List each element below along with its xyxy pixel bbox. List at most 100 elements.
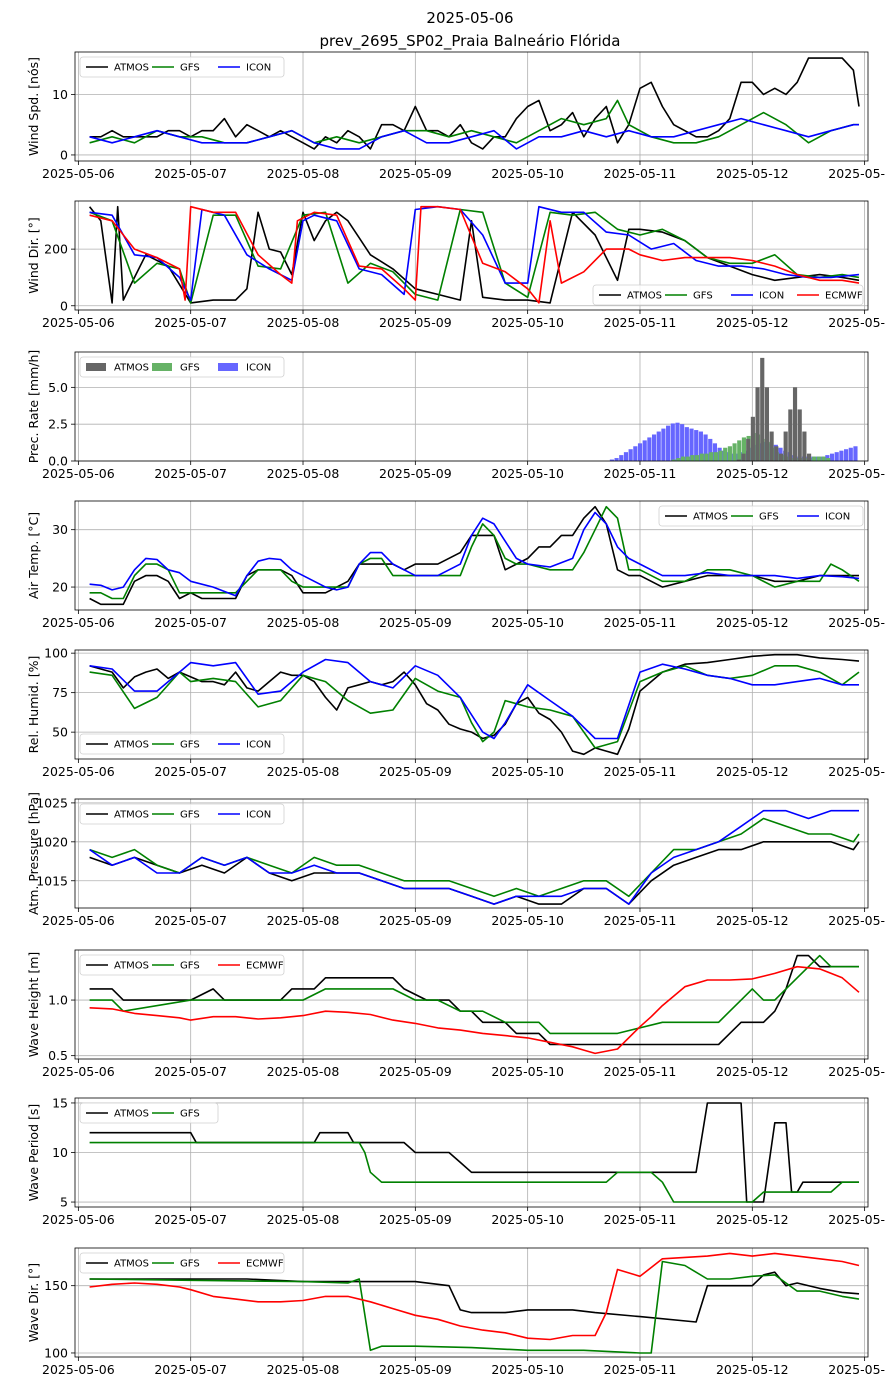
x-tick-label: 2025-05-11 bbox=[604, 315, 677, 330]
y-axis-label: Air Temp. [°C] bbox=[26, 512, 41, 599]
plot-area bbox=[89, 1102, 859, 1203]
x-tick-label: 2025-05-07 bbox=[154, 615, 227, 630]
bar bbox=[671, 459, 676, 461]
bar bbox=[637, 443, 643, 461]
x-tick-label: 2025-05-12 bbox=[716, 1212, 789, 1227]
bar bbox=[670, 423, 675, 461]
x-tick-label: 2025-05-11 bbox=[604, 466, 677, 481]
bar bbox=[821, 456, 826, 461]
bar bbox=[694, 430, 699, 461]
legend: ATMOS GFS ECMWF bbox=[79, 1252, 285, 1274]
axes-frame bbox=[74, 200, 869, 311]
bar bbox=[699, 453, 704, 461]
x-tick-label: 2025-05-06 bbox=[42, 466, 115, 481]
series-line-atmos bbox=[89, 57, 860, 150]
y-axis-label: Prec. Rate [mm/h] bbox=[26, 350, 41, 464]
legend-box bbox=[79, 356, 285, 378]
x-tick-label: 2025-05-10 bbox=[491, 315, 564, 330]
series-line-atmos bbox=[89, 1271, 860, 1323]
panels: 2025-05-06 2025-05-07 2025-05-08 2025-05-09… bbox=[26, 51, 886, 1377]
y-tick-label: 0.5 bbox=[48, 1048, 68, 1063]
bar bbox=[609, 459, 614, 461]
x-tick-label: 2025-05-13 bbox=[828, 1362, 886, 1377]
y-tick-label: 200 bbox=[44, 242, 68, 257]
axes-frame bbox=[74, 351, 869, 462]
bar bbox=[633, 446, 638, 461]
x-tick-label: 2025-05-12 bbox=[716, 615, 789, 630]
y-tick-label: 150 bbox=[44, 1278, 68, 1293]
axes-frame bbox=[74, 500, 869, 611]
bar bbox=[802, 431, 807, 461]
series-line-icon bbox=[89, 809, 859, 905]
x-tick-label: 2025-05-06 bbox=[42, 1064, 115, 1079]
x-tick-label: 2025-05-10 bbox=[491, 166, 564, 181]
plot-area bbox=[89, 954, 860, 1055]
x-tick-label: 2025-05-13 bbox=[828, 1212, 886, 1227]
y-axis-label: Wave Period [s] bbox=[26, 1104, 41, 1202]
bar bbox=[783, 431, 788, 461]
legend-box bbox=[79, 803, 285, 825]
x-tick-label: 2025-05-12 bbox=[716, 913, 789, 928]
legend-label: ICON bbox=[246, 740, 271, 751]
y-tick-label: 1015 bbox=[36, 873, 68, 888]
bar bbox=[848, 447, 853, 461]
x-tick-label: 2025-05-06 bbox=[42, 913, 115, 928]
y-tick-label: 50 bbox=[52, 725, 68, 740]
y-tick-label: 5 bbox=[60, 1195, 68, 1210]
x-tick-label: 2025-05-12 bbox=[716, 1064, 789, 1079]
bar bbox=[826, 458, 831, 461]
legend-label: GFS bbox=[180, 810, 200, 821]
bar bbox=[614, 458, 619, 461]
legend: ATMOS GFS ICON bbox=[79, 56, 285, 78]
bar bbox=[741, 437, 747, 461]
bar bbox=[661, 428, 666, 461]
x-tick-label: 2025-05-10 bbox=[491, 764, 564, 779]
figure-title-station: prev_2695_SP02_Praia Balneário Flórida bbox=[320, 32, 621, 51]
x-tick-label: 2025-05-06 bbox=[42, 1362, 115, 1377]
bar bbox=[647, 437, 652, 461]
series-line-atmos bbox=[89, 840, 860, 905]
y-tick-label: 20 bbox=[52, 580, 68, 595]
x-tick-label: 2025-05-10 bbox=[491, 1064, 564, 1079]
legend: ATMOS GFS ICON bbox=[79, 356, 285, 378]
axes-frame bbox=[74, 798, 869, 909]
y-tick-label: 0 bbox=[60, 147, 68, 162]
y-axis-label: Rel. Humid. [%] bbox=[26, 656, 41, 754]
x-tick-label: 2025-05-08 bbox=[267, 315, 340, 330]
y-tick-label: 0 bbox=[60, 298, 68, 313]
y-tick-label: 5.0 bbox=[48, 380, 68, 395]
x-tick-label: 2025-05-07 bbox=[154, 166, 227, 181]
x-tick-label: 2025-05-08 bbox=[267, 764, 340, 779]
legend-label: ATMOS bbox=[114, 961, 149, 972]
bar bbox=[760, 357, 765, 461]
bar bbox=[764, 387, 770, 461]
x-tick-label: 2025-05-13 bbox=[828, 315, 886, 330]
legend: ATMOS GFS ICON bbox=[79, 803, 285, 825]
x-tick-label: 2025-05-10 bbox=[491, 1362, 564, 1377]
x-tick-label: 2025-05-08 bbox=[267, 466, 340, 481]
x-tick-label: 2025-05-13 bbox=[828, 166, 886, 181]
panel-2: 2025-05-06 2025-05-07 2025-05-08 2025-05-09… bbox=[26, 350, 886, 481]
bar bbox=[750, 416, 755, 461]
x-tick-label: 2025-05-12 bbox=[716, 466, 789, 481]
bar bbox=[685, 456, 690, 461]
figure-title-date: 2025-05-06 bbox=[426, 9, 513, 27]
series-line-gfs bbox=[89, 208, 860, 304]
y-tick-label: 2.5 bbox=[48, 417, 68, 432]
legend-label: GFS bbox=[180, 740, 200, 751]
legend-label: ICON bbox=[825, 512, 850, 523]
bar bbox=[708, 438, 713, 461]
bar bbox=[709, 452, 714, 461]
x-tick-label: 2025-05-09 bbox=[379, 1362, 452, 1377]
x-tick-label: 2025-05-09 bbox=[379, 1212, 452, 1227]
bar bbox=[680, 456, 686, 461]
legend-label: ICON bbox=[246, 63, 271, 74]
x-tick-label: 2025-05-09 bbox=[379, 315, 452, 330]
bar bbox=[807, 453, 812, 461]
panel-6: 2025-05-06 2025-05-07 2025-05-08 2025-05-09… bbox=[26, 949, 886, 1079]
x-tick-label: 2025-05-09 bbox=[379, 466, 452, 481]
x-tick-label: 2025-05-07 bbox=[154, 764, 227, 779]
x-tick-label: 2025-05-10 bbox=[491, 1212, 564, 1227]
bar bbox=[684, 427, 689, 461]
bar bbox=[778, 453, 784, 461]
